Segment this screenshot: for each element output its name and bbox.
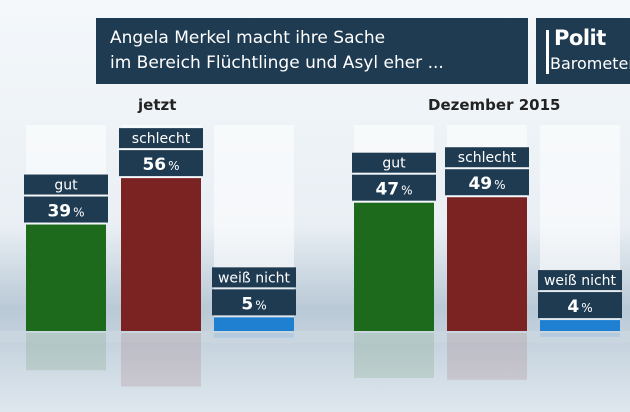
category-label-box-dez2015-gut [352, 152, 436, 173]
value-label-jetzt-schlecht: 56% [142, 155, 179, 175]
value-label-dez2015-gut: 47% [375, 180, 412, 200]
value-label-box-dez2015-schlecht [445, 169, 529, 196]
bar-reflection-dez2015-gut [354, 333, 434, 378]
bar-dez2015-weiss-nicht [540, 320, 620, 331]
bar-reflection-jetzt-weiss-nicht [214, 333, 294, 338]
logo-bar-icon [546, 30, 549, 74]
bar-jetzt-schlecht [121, 178, 201, 331]
category-label-dez2015-gut: gut [382, 156, 406, 172]
title-line-2: im Bereich Flüchtlinge und Asyl eher ... [110, 53, 444, 73]
bar-dez2015-gut [354, 202, 434, 331]
category-label-jetzt-weiss-nicht: weiß nicht [218, 270, 291, 286]
value-label-box-dez2015-weiss-nicht [538, 292, 622, 319]
bar-jetzt-gut [26, 224, 106, 331]
logo-line-2: Barometer [550, 54, 630, 73]
politbarometer-logo: Polit Barometer [536, 18, 630, 84]
category-label-jetzt-schlecht: schlecht [132, 131, 191, 147]
title-line-1: Angela Merkel macht ihre Sache [110, 28, 386, 48]
group-title-dezember-2015: Dezember 2015 [428, 96, 561, 114]
chart-title: Angela Merkel macht ihre Sache im Bereic… [96, 18, 528, 84]
floor-band [0, 331, 630, 343]
value-label-box-jetzt-weiss-nicht [212, 289, 296, 316]
category-label-box-dez2015-schlecht [445, 147, 529, 168]
bar-reflection-dez2015-schlecht [447, 333, 527, 380]
bar-reflection-jetzt-gut [26, 333, 106, 371]
logo-line-1: Polit [554, 26, 606, 50]
value-label-jetzt-gut: 39% [47, 202, 84, 222]
value-label-jetzt-weiss-nicht: 5% [241, 294, 266, 314]
bar-reflection-dez2015-weiss-nicht [540, 333, 620, 337]
category-label-box-jetzt-gut [24, 174, 108, 195]
value-label-dez2015-weiss-nicht: 4% [567, 297, 592, 317]
group-title-jetzt: jetzt [138, 96, 177, 114]
bar-jetzt-weiss-nicht [214, 317, 294, 331]
category-label-dez2015-schlecht: schlecht [458, 150, 517, 166]
bar-dez2015-schlecht [447, 197, 527, 331]
value-label-dez2015-schlecht: 49% [468, 174, 505, 194]
value-label-box-jetzt-gut [24, 196, 108, 223]
category-label-box-jetzt-weiss-nicht [212, 267, 296, 288]
value-label-box-dez2015-gut [352, 174, 436, 201]
category-label-dez2015-weiss-nicht: weiß nicht [544, 273, 617, 289]
category-label-jetzt-gut: gut [54, 178, 78, 194]
bar-reflection-jetzt-schlecht [121, 333, 201, 387]
value-label-box-jetzt-schlecht [119, 150, 203, 177]
category-label-box-dez2015-weiss-nicht [538, 270, 622, 291]
category-label-box-jetzt-schlecht [119, 128, 203, 149]
